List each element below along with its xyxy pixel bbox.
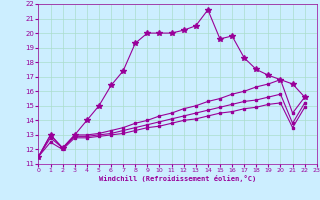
X-axis label: Windchill (Refroidissement éolien,°C): Windchill (Refroidissement éolien,°C) [99,175,256,182]
